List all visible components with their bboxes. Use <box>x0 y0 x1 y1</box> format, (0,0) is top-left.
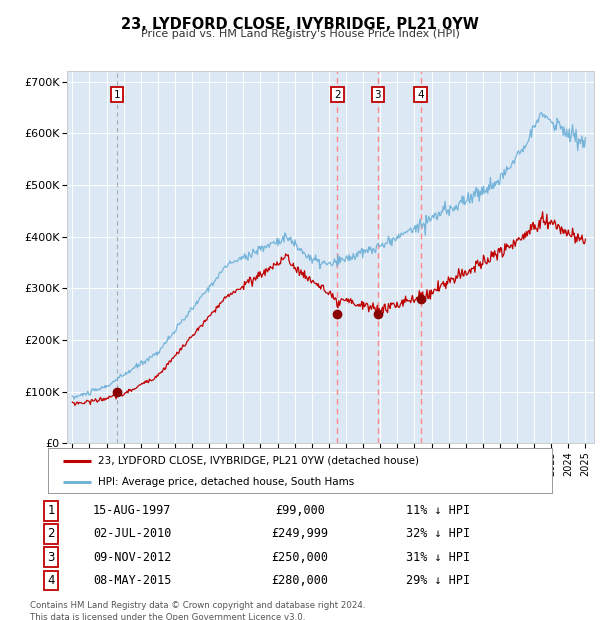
Text: 32% ↓ HPI: 32% ↓ HPI <box>406 528 470 541</box>
Text: 31% ↓ HPI: 31% ↓ HPI <box>406 551 470 564</box>
Text: 1: 1 <box>114 89 121 100</box>
Text: £249,999: £249,999 <box>271 528 329 541</box>
Text: Price paid vs. HM Land Registry's House Price Index (HPI): Price paid vs. HM Land Registry's House … <box>140 29 460 39</box>
Text: £99,000: £99,000 <box>275 504 325 517</box>
Text: 4: 4 <box>47 574 55 587</box>
Text: 02-JUL-2010: 02-JUL-2010 <box>93 528 171 541</box>
Text: 2: 2 <box>334 89 341 100</box>
Text: 23, LYDFORD CLOSE, IVYBRIDGE, PL21 0YW: 23, LYDFORD CLOSE, IVYBRIDGE, PL21 0YW <box>121 17 479 32</box>
Text: £250,000: £250,000 <box>271 551 329 564</box>
Text: 15-AUG-1997: 15-AUG-1997 <box>93 504 171 517</box>
Text: 29% ↓ HPI: 29% ↓ HPI <box>406 574 470 587</box>
Text: 1: 1 <box>47 504 55 517</box>
Text: 08-MAY-2015: 08-MAY-2015 <box>93 574 171 587</box>
Text: 09-NOV-2012: 09-NOV-2012 <box>93 551 171 564</box>
Text: 4: 4 <box>417 89 424 100</box>
Text: £280,000: £280,000 <box>271 574 329 587</box>
Text: Contains HM Land Registry data © Crown copyright and database right 2024.
This d: Contains HM Land Registry data © Crown c… <box>30 601 365 620</box>
Text: 23, LYDFORD CLOSE, IVYBRIDGE, PL21 0YW (detached house): 23, LYDFORD CLOSE, IVYBRIDGE, PL21 0YW (… <box>98 456 419 466</box>
Text: HPI: Average price, detached house, South Hams: HPI: Average price, detached house, Sout… <box>98 477 355 487</box>
Text: 3: 3 <box>47 551 55 564</box>
Text: 11% ↓ HPI: 11% ↓ HPI <box>406 504 470 517</box>
Text: 2: 2 <box>47 528 55 541</box>
Text: 3: 3 <box>374 89 381 100</box>
